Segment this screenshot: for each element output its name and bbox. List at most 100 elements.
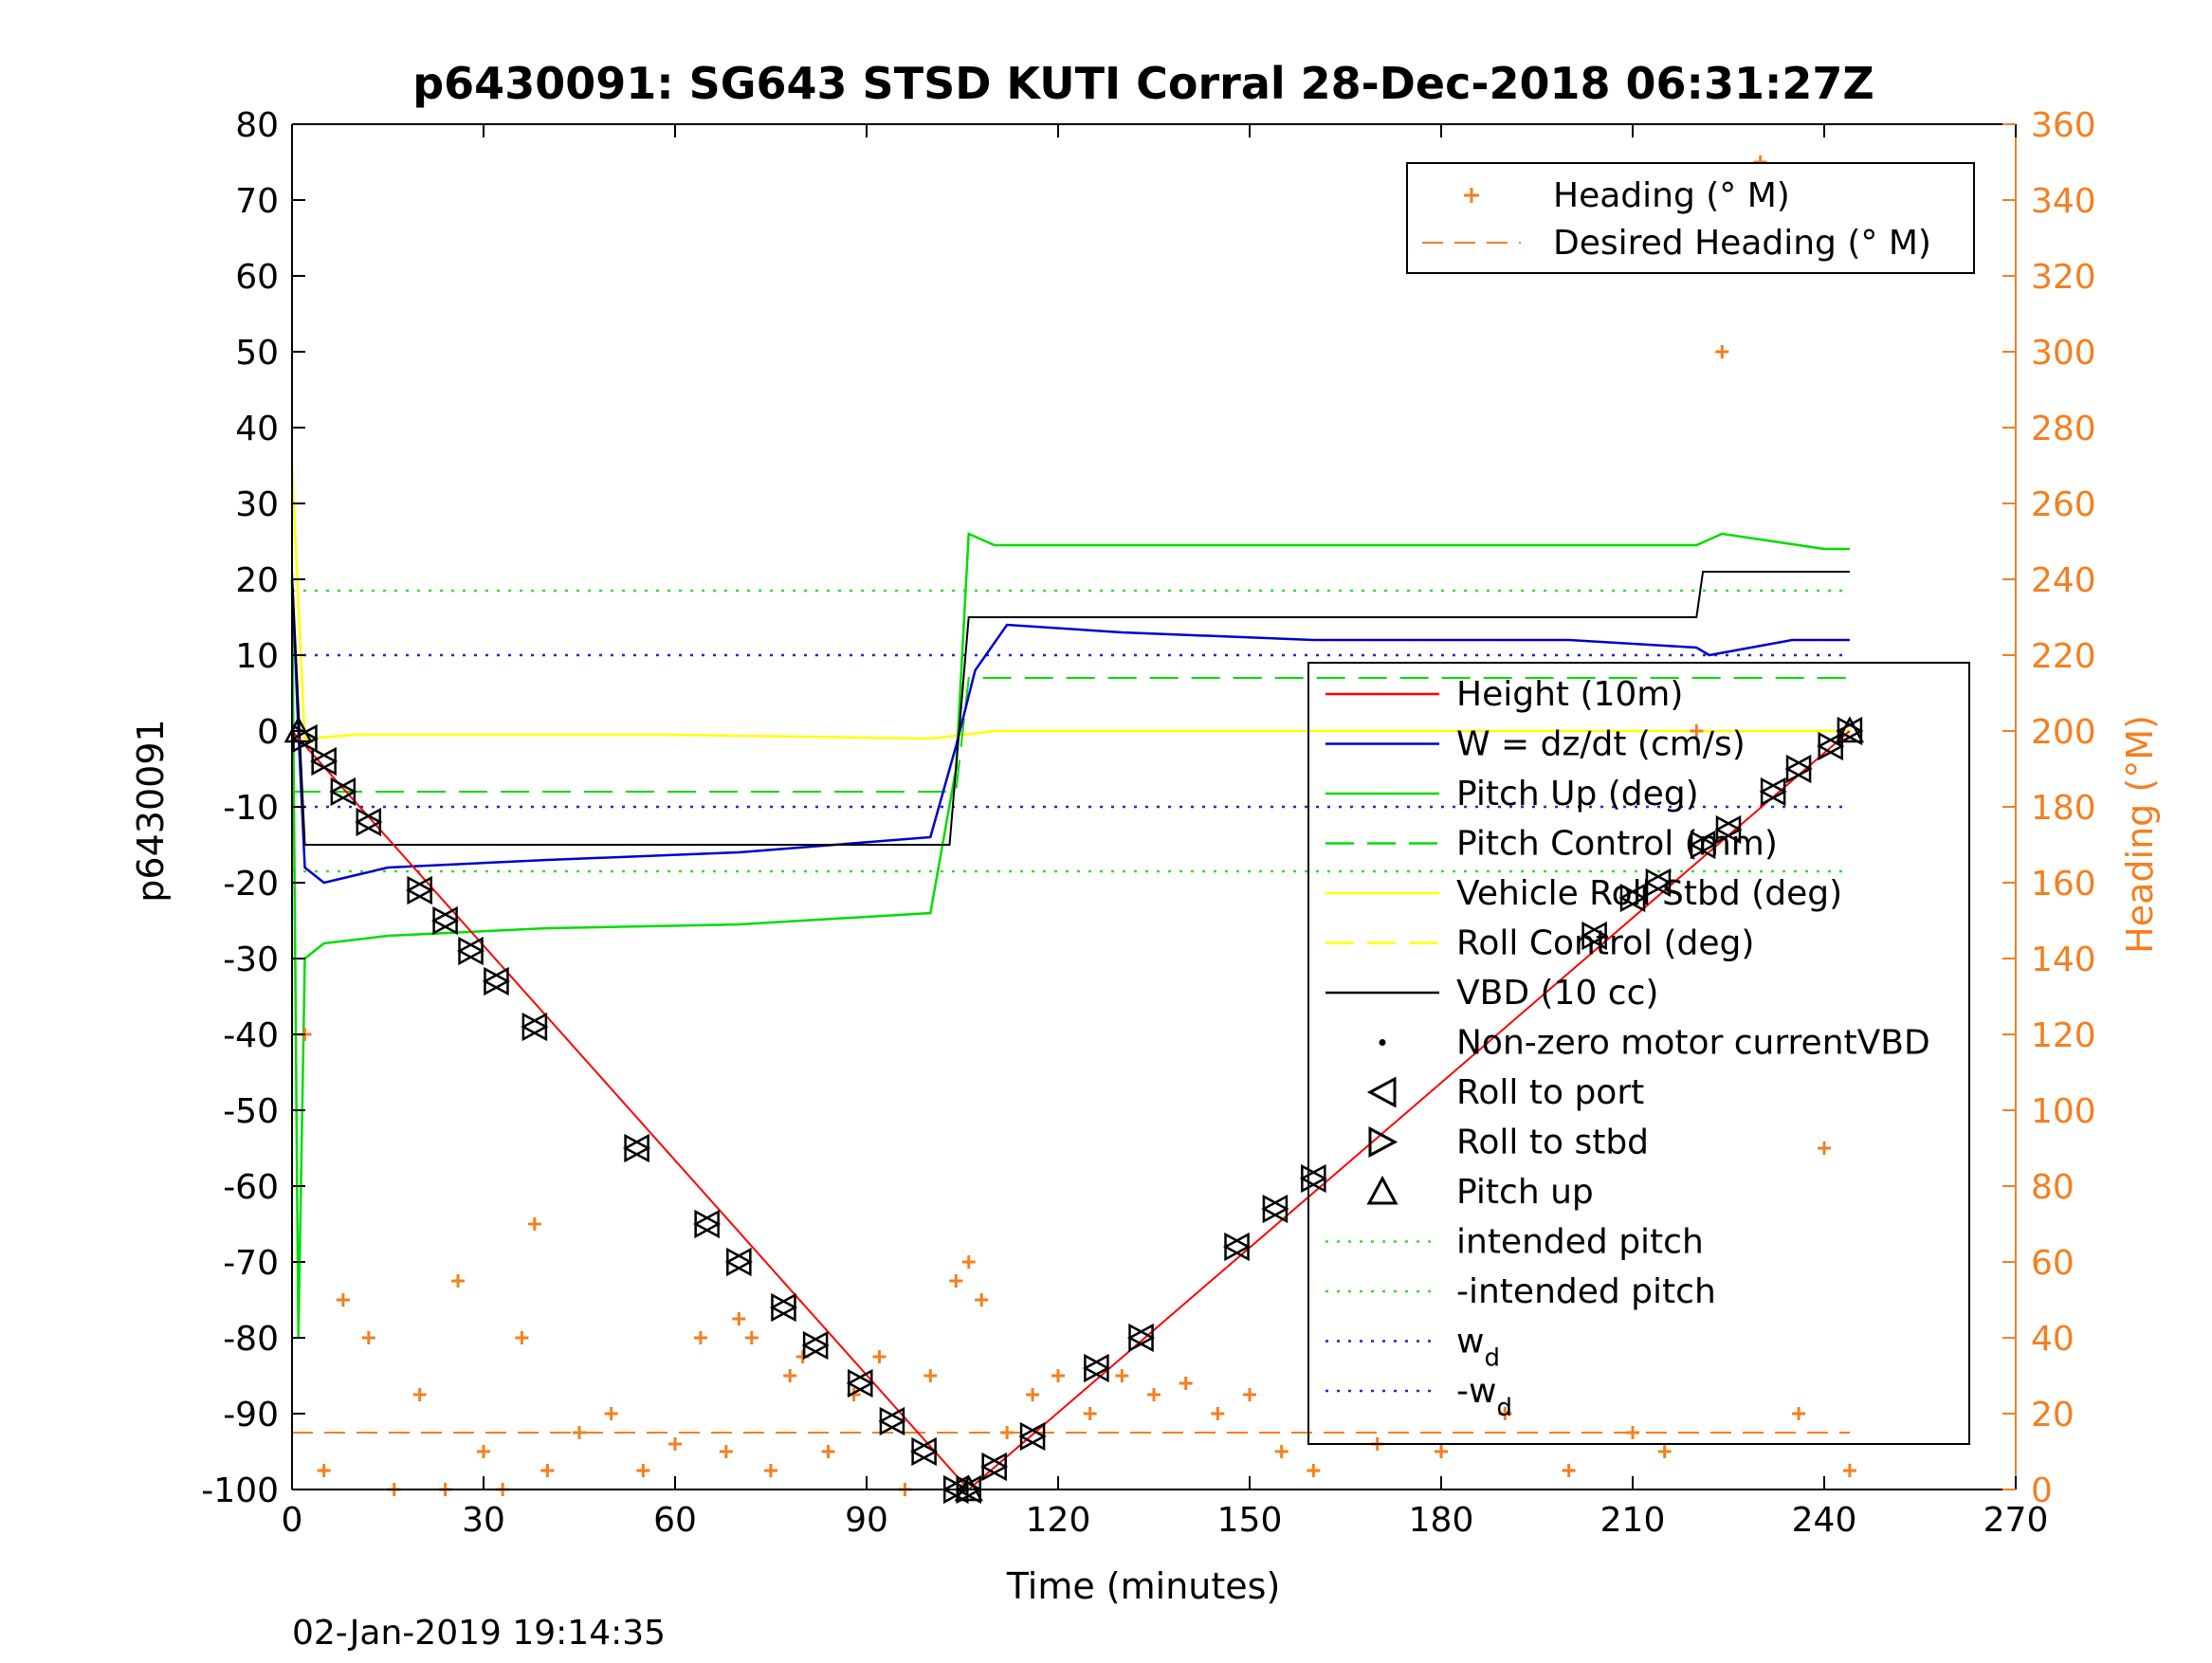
roll-to-stbd-marker — [1818, 731, 1845, 761]
y-axis-label-left: p6430091 — [130, 719, 172, 902]
heading-point — [1715, 345, 1729, 358]
heading-point — [540, 1464, 555, 1477]
legend-label: Pitch Control (mm) — [1456, 825, 1778, 864]
y-tick-label-left: 70 — [235, 182, 279, 221]
y-tick-label-right: 320 — [2031, 258, 2096, 297]
y-tick-label-right: 80 — [2031, 1168, 2075, 1207]
y-tick-label-right: 340 — [2031, 182, 2096, 221]
heading-point — [872, 1350, 887, 1363]
y-tick-label-left: 20 — [235, 561, 279, 600]
roll-to-stbd-marker — [356, 807, 383, 837]
roll-to-stbd-marker — [484, 966, 511, 996]
roll-to-stbd-marker — [911, 1436, 939, 1467]
heading-point — [317, 1464, 331, 1477]
legend-label: Height (10m) — [1456, 675, 1683, 714]
roll-to-stbd-marker — [1301, 1163, 1327, 1194]
y-tick-label-right: 20 — [2031, 1396, 2075, 1435]
roll-to-stbd-marker — [1262, 1194, 1289, 1224]
heading-point — [1026, 1388, 1040, 1401]
heading-point — [1147, 1388, 1161, 1401]
y-tick-label-left: -40 — [223, 1016, 279, 1055]
roll-to-stbd-marker — [1581, 921, 1609, 951]
heading-point — [1179, 1377, 1193, 1390]
roll-to-stbd-marker — [981, 1452, 1009, 1482]
y-tick-label-right: 220 — [2031, 637, 2096, 676]
legend-main-box — [1307, 662, 1970, 1445]
legend-label: Vehicle Roll Stbd (deg) — [1456, 874, 1842, 913]
roll-to-stbd-marker — [1619, 883, 1647, 913]
heading-point — [732, 1312, 746, 1325]
y-tick-label-right: 360 — [2031, 106, 2096, 145]
x-tick-label: 60 — [653, 1501, 697, 1540]
heading-point — [1083, 1407, 1097, 1420]
x-tick-label: 0 — [282, 1501, 303, 1540]
legend-symbol — [1379, 1039, 1386, 1046]
roll-to-stbd-marker — [311, 746, 338, 777]
y-tick-label-right: 180 — [2031, 789, 2096, 828]
axes: 0 30 60 90 120 150 180 210 240 270 80 70 60 50 40 30 20 1… — [201, 106, 2095, 1540]
heading-point — [636, 1464, 650, 1477]
heading-point — [975, 1293, 989, 1307]
roll-to-stbd-marker — [1837, 716, 1864, 746]
roll-to-stbd-marker — [726, 1247, 753, 1277]
heading-point — [1657, 1445, 1672, 1458]
roll-to-stbd-marker — [1224, 1232, 1252, 1262]
heading-point — [783, 1369, 797, 1382]
legend-heading-marker — [1464, 188, 1479, 203]
roll-to-stbd-marker — [802, 1330, 830, 1361]
y-tick-label-left: -30 — [223, 941, 279, 979]
y-tick-label-left: -50 — [223, 1092, 279, 1131]
heading-point — [1562, 1464, 1576, 1477]
y-tick-label-right: 160 — [2031, 865, 2096, 904]
pitch-up-marker — [1835, 716, 1865, 743]
legend-label: intended pitch — [1456, 1223, 1704, 1262]
heading-point — [336, 1293, 350, 1307]
roll-to-stbd-marker — [330, 777, 357, 807]
plot-area — [283, 124, 2016, 1505]
roll-to-stbd-marker — [694, 1209, 722, 1239]
heading-point — [949, 1274, 963, 1288]
legend-label: VBD (10 cc) — [1456, 974, 1658, 1013]
y-tick-label-left: 0 — [257, 713, 279, 752]
x-tick-label: 90 — [845, 1501, 888, 1540]
heading-point — [719, 1445, 733, 1458]
heading-point — [1498, 1407, 1512, 1420]
x-tick-label: 210 — [1600, 1501, 1666, 1540]
y-tick-label-right: 100 — [2031, 1092, 2096, 1131]
series-line-w-dz-dt-cm-s — [290, 578, 1850, 885]
heading-point — [1626, 1426, 1639, 1439]
heading-point — [764, 1464, 777, 1477]
legend-heading-box — [1406, 162, 1975, 274]
series-line-vbd-10-cc — [291, 571, 1850, 846]
roll-to-stbd-marker — [879, 1406, 906, 1436]
y-tick-label-right: 60 — [2031, 1244, 2075, 1283]
y-tick-label-right: 260 — [2031, 485, 2096, 524]
y-tick-label-left: 50 — [235, 334, 279, 373]
legend-label: -intended pitch — [1456, 1272, 1716, 1311]
x-tick-label: 30 — [462, 1501, 505, 1540]
y-tick-label-right: 300 — [2031, 334, 2096, 373]
y-tick-label-right: 200 — [2031, 713, 2096, 752]
heading-point — [693, 1331, 707, 1344]
y-tick-label-left: 10 — [235, 637, 279, 676]
legend-heading: Heading (° M) Desired Heading (° M) — [1406, 162, 1975, 274]
roll-to-stbd-marker — [458, 936, 485, 966]
roll-to-stbd-marker — [1715, 814, 1743, 845]
heading-point — [1690, 724, 1704, 738]
heading-point — [961, 1255, 976, 1269]
heading-point — [1000, 1426, 1015, 1439]
y-tick-label-left: 60 — [235, 258, 279, 297]
heading-point — [1307, 1464, 1321, 1477]
y-tick-label-left: 30 — [235, 485, 279, 524]
y-tick-label-right: 280 — [2031, 410, 2096, 448]
y-tick-label-right: 240 — [2031, 561, 2096, 600]
heading-point — [821, 1445, 835, 1458]
legend-label: Pitch Up (deg) — [1456, 775, 1699, 813]
legend-heading-label: Desired Heading (° M) — [1553, 224, 1931, 263]
heading-point — [412, 1388, 427, 1401]
heading-point — [1792, 1407, 1806, 1420]
series-line-vehicle-roll-stbd-deg — [290, 465, 1850, 740]
heading-point — [477, 1445, 490, 1458]
heading-point — [573, 1426, 586, 1439]
y-tick-label-right: 0 — [2031, 1471, 2053, 1510]
